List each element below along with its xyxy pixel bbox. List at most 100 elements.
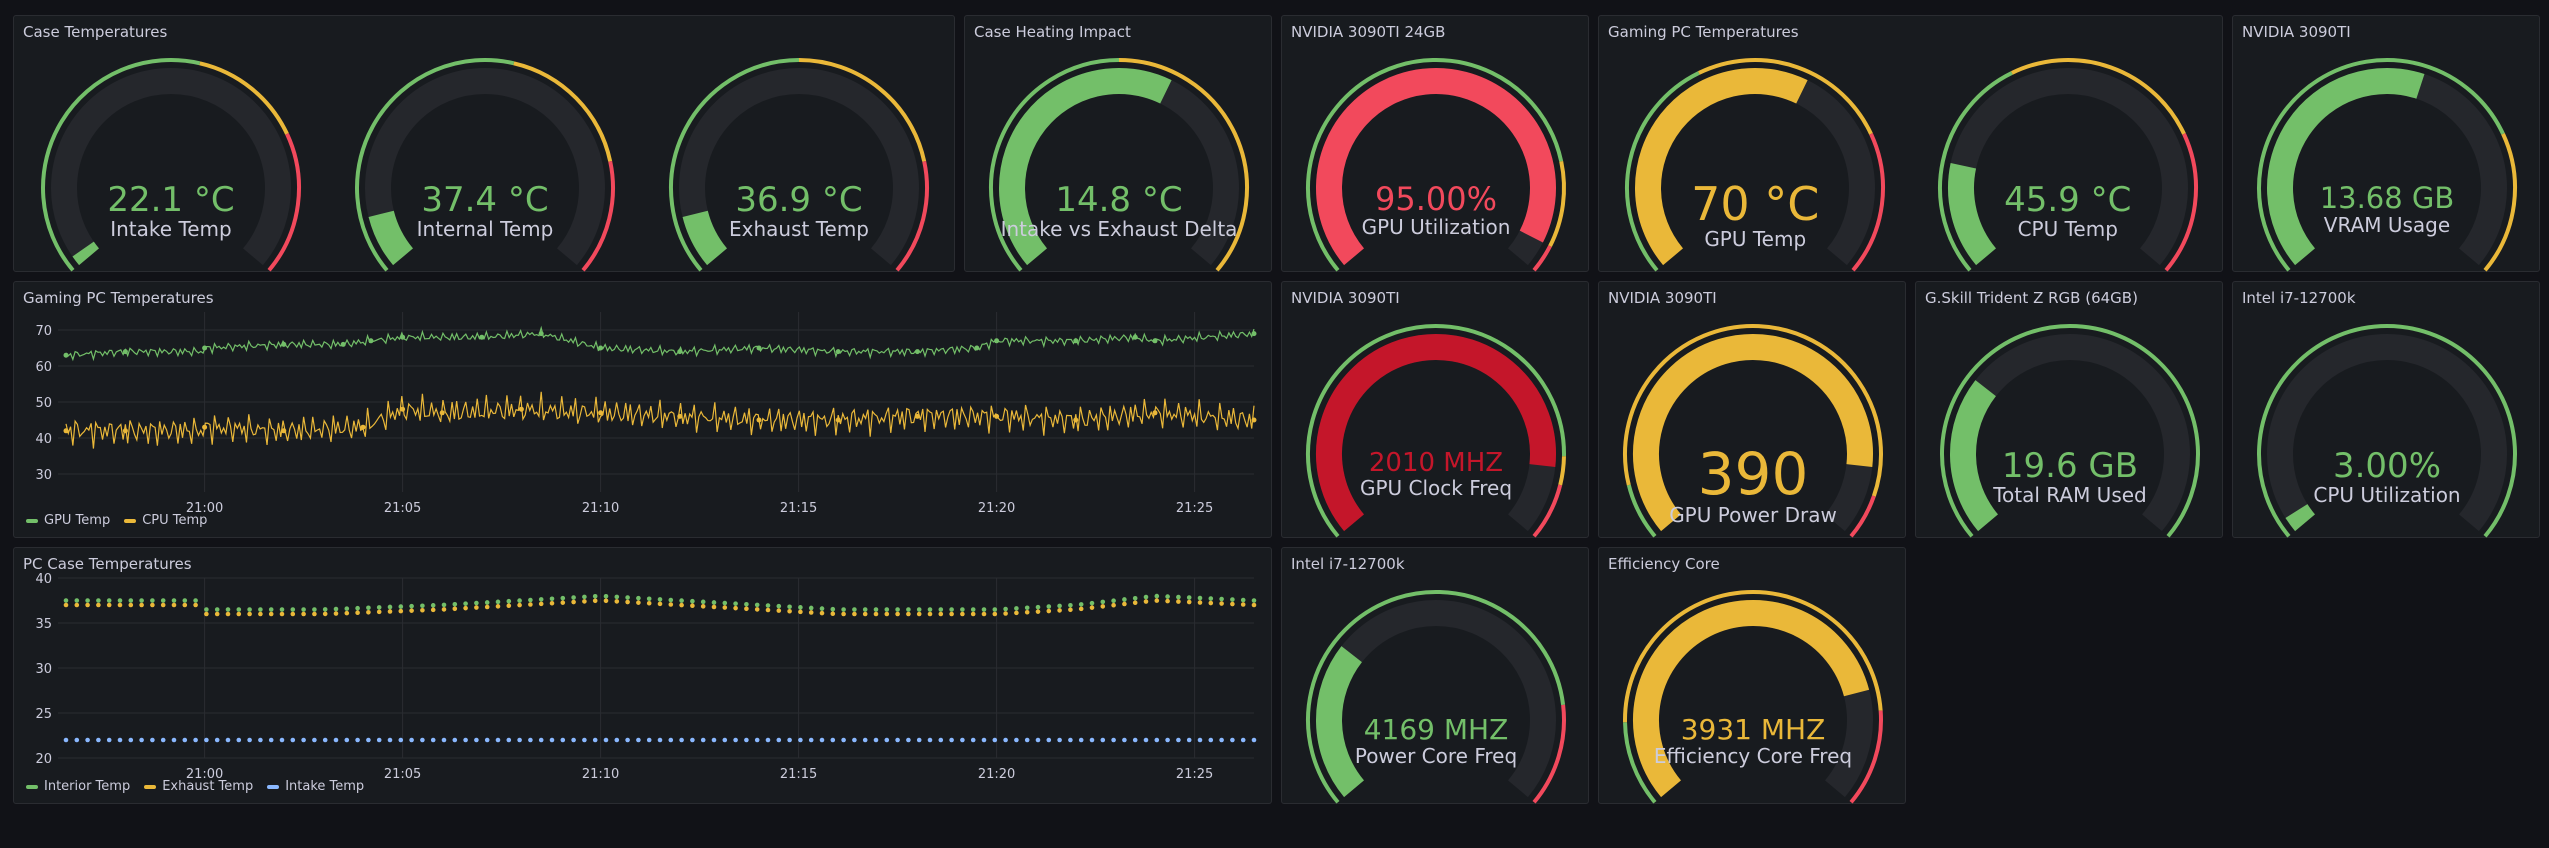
panel-title[interactable]: NVIDIA 3090TI [2242,23,2351,41]
data-point-interior-temp [366,605,371,611]
panel-title[interactable]: Gaming PC Temperatures [23,289,214,307]
y-tick-label: 60 [35,360,52,375]
data-point-cpu-temp [400,406,406,412]
data-point-exhaust-temp [906,611,911,617]
panel-title[interactable]: Intel i7-12700k [2242,289,2356,307]
data-point-gpu-temp [598,345,604,351]
legend-item-interior-temp[interactable]: Interior Temp [26,779,130,794]
data-point-exhaust-temp [603,598,609,604]
gauge-label: GPU Temp [1704,227,1807,252]
gauge-arc [1306,58,1566,272]
panel-title[interactable]: Case Temperatures [23,23,168,41]
data-point-intake-temp [1154,737,1160,743]
data-point-exhaust-temp [268,611,274,617]
data-point-cpu-temp [677,413,683,419]
data-point-interior-temp [798,605,803,610]
data-point-interior-temp [506,598,512,604]
legend-item-intake-temp[interactable]: Intake Temp [267,779,364,794]
nvidia-3090ti-vram-panel[interactable]: NVIDIA 3090TI 13.68 GB VRAM Usage [2232,15,2540,272]
pc-case-temperatures-chart: 40 35 30 25 20 21:00 21:05 21:10 21:15 21:20 21:25 [35,572,1257,782]
y-tick-label: 70 [35,324,52,339]
gauge-track [365,68,605,266]
data-point-cpu-temp [598,410,604,416]
data-point-interior-temp [1208,596,1214,601]
gauge-value-arc [1635,68,1808,266]
data-point-exhaust-temp [960,611,965,617]
efficiency-core-panel[interactable]: Efficiency Core 3931 MHZ Efficiency Core … [1598,547,1906,804]
data-point-cpu-temp [360,424,366,430]
legend-label: Exhaust Temp [162,779,254,794]
data-point-intake-temp [603,737,609,743]
chart-legend: GPU Temp CPU Temp [26,513,207,528]
panel-title[interactable]: NVIDIA 3090TI 24GB [1291,23,1446,41]
gauge-arc [1940,324,2200,538]
panel-title[interactable]: NVIDIA 3090TI [1608,289,1717,307]
data-point-gpu-temp [281,341,287,347]
data-point-interior-temp [74,598,80,603]
gauge-threshold-band [1558,456,1566,486]
data-point-intake-temp [636,737,641,743]
data-point-cpu-temp [994,413,1000,419]
legend-item-gpu-temp[interactable]: GPU Temp [26,513,110,528]
panel-title[interactable]: NVIDIA 3090TI [1291,289,1400,307]
data-point-interior-temp [1057,603,1062,609]
nvidia-3090ti-clock-panel[interactable]: NVIDIA 3090TI 2010 MHZ GPU Clock Freq [1281,281,1589,538]
data-point-exhaust-temp [949,611,954,617]
intel-cpu-utilization-panel[interactable]: Intel i7-12700k 3.00% CPU Utilization [2232,281,2540,538]
gauge-arc [1623,590,1883,804]
nvidia-3090ti-power-panel[interactable]: NVIDIA 3090TI 390 GPU Power Draw [1598,281,1906,538]
data-point-cpu-temp [281,428,287,434]
data-point-intake-temp [322,737,328,743]
nvidia-3090ti-24gb-panel[interactable]: NVIDIA 3090TI 24GB 95.00% GPU Utilization [1281,15,1589,272]
data-point-intake-temp [1251,737,1257,743]
data-point-exhaust-temp [344,610,350,616]
legend-label: Interior Temp [44,779,131,794]
data-point-interior-temp [463,601,468,606]
data-point-exhaust-temp [484,604,490,610]
y-tick-label: 30 [35,468,52,483]
data-point-intake-temp [247,737,252,743]
data-point-interior-temp [1219,596,1224,602]
gauge-threshold-band [1623,324,1883,497]
data-point-intake-temp [74,737,80,743]
gskill-ram-panel[interactable]: G.Skill Trident Z RGB (64GB) 19.6 GB Tota… [1915,281,2223,538]
data-point-interior-temp [301,607,306,612]
data-point-gpu-temp [756,345,762,351]
gaming-pc-temperatures-chart-panel[interactable]: Gaming PC Temperatures 70 60 50 40 30 21:00 21… [13,281,1272,538]
data-point-exhaust-temp [636,600,641,605]
case-heating-impact-panel[interactable]: Case Heating Impact 14.8 °C Intake vs Exh… [964,15,1272,272]
data-point-exhaust-temp [204,611,209,617]
gauge-arc [1625,58,1886,272]
data-point-interior-temp [1122,597,1127,602]
gauge-vram-usage: 13.68 GB VRAM Usage [2247,46,2527,272]
panel-title[interactable]: Efficiency Core [1608,555,1720,573]
panel-title[interactable]: Intel i7-12700k [1291,555,1405,573]
gauge-value-arc [1316,334,1556,532]
data-point-interior-temp [182,598,188,603]
gauge-threshold-band [1626,484,1657,538]
data-point-interior-temp [171,598,177,603]
gauge-value: 70 °C [1691,176,1820,231]
gaming-pc-temperatures-gauge-panel[interactable]: Gaming PC Temperatures 70 °C GPU Temp 45.9… [1598,15,2223,272]
legend-item-cpu-temp[interactable]: CPU Temp [124,513,207,528]
panel-title[interactable]: PC Case Temperatures [23,555,192,573]
data-point-interior-temp [106,598,112,603]
data-point-interior-temp [970,607,976,612]
intel-power-core-panel[interactable]: Intel i7-12700k 4169 MHZ Power Core Freq [1281,547,1589,804]
data-point-intake-temp [808,737,814,743]
panel-title[interactable]: G.Skill Trident Z RGB (64GB) [1925,289,2138,307]
x-tick-label: 21:05 [384,767,421,782]
data-point-interior-temp [474,600,479,606]
gauge-gpu-temp: 70 °C GPU Temp [1615,46,1895,272]
data-point-intake-temp [1068,737,1073,743]
data-point-intake-temp [711,737,717,743]
gauge-threshold-band [2257,58,2505,272]
data-point-interior-temp [150,598,155,603]
panel-title[interactable]: Case Heating Impact [974,23,1131,41]
pc-case-temperatures-chart-panel[interactable]: PC Case Temperatures 40 35 30 25 20 21:00 21:0… [13,547,1272,804]
data-point-exhaust-temp [322,611,328,617]
gauge-value: 37.4 °C [421,179,549,220]
panel-title[interactable]: Gaming PC Temperatures [1608,23,1799,41]
legend-item-exhaust-temp[interactable]: Exhaust Temp [144,779,253,794]
case-temperatures-panel[interactable]: Case Temperatures 22.1 °C Intake Temp 37.4… [13,15,955,272]
